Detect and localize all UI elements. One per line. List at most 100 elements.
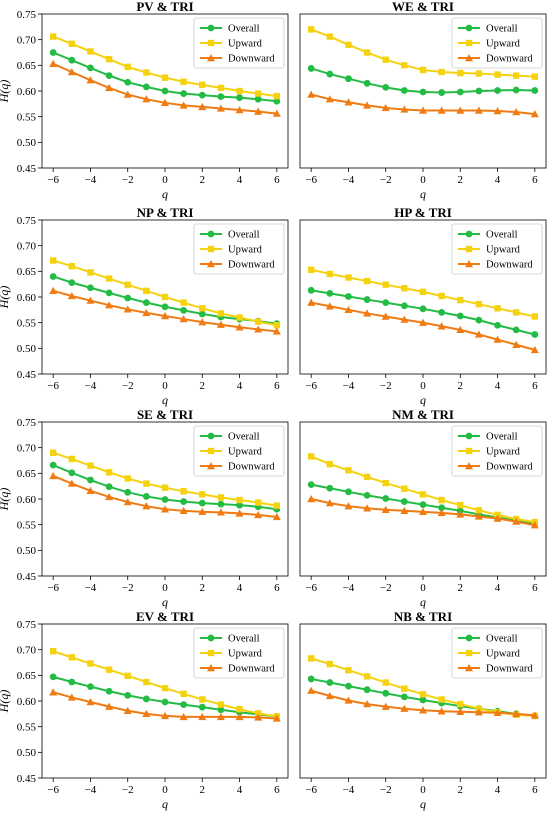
data-point-downward [381, 505, 390, 513]
data-point-upward [382, 281, 389, 288]
x-tick-label: 6 [532, 784, 538, 796]
x-tick-label: 6 [274, 174, 280, 186]
legend-marker-overall [207, 432, 215, 440]
data-point-overall [105, 483, 113, 491]
data-point-downward [49, 59, 58, 67]
panel-title: PV & TRI [136, 0, 193, 14]
data-point-downward [419, 318, 427, 326]
data-point-downward [254, 510, 263, 519]
data-point-upward [199, 305, 206, 312]
panel-title: WE & TRI [392, 0, 454, 14]
data-point-upward [199, 81, 206, 89]
data-point-downward [235, 712, 244, 721]
legend-label-overall: Overall [228, 634, 260, 645]
data-point-upward [180, 690, 187, 698]
data-point-upward [143, 69, 150, 76]
x-tick-label: 4 [495, 582, 501, 594]
data-point-upward [363, 473, 371, 481]
x-tick-label: −6 [305, 582, 317, 594]
data-point-upward [49, 648, 57, 655]
data-point-overall [400, 498, 408, 505]
x-tick-label: −6 [305, 174, 317, 186]
legend: Overall Upward Downward [451, 17, 543, 69]
data-point-upward [105, 275, 113, 282]
data-point-upward [68, 654, 76, 661]
data-point-upward [419, 491, 427, 498]
panel-2: WE & TRI −6 −4 −2 0 2 4 6 q Overall Upward Downward [299, 0, 547, 201]
x-tick-label: 0 [162, 784, 168, 796]
x-tick-label: 6 [274, 380, 280, 392]
data-point-downward [530, 110, 539, 118]
data-point-overall [68, 469, 76, 477]
data-point-downward [216, 712, 225, 721]
data-point-overall [68, 279, 76, 287]
x-axis-title: q [420, 595, 426, 609]
data-point-overall [531, 87, 539, 94]
data-point-overall [419, 305, 427, 313]
data-point-upward [531, 73, 539, 80]
data-point-downward [419, 706, 427, 714]
data-point-downward [67, 479, 76, 487]
data-point-downward [86, 486, 95, 494]
data-point-downward [400, 704, 409, 712]
x-tick-label: 6 [274, 582, 280, 594]
data-point-upward [217, 84, 225, 92]
x-tick-label: −4 [343, 784, 355, 796]
data-point-overall [345, 293, 352, 300]
y-tick-label: 0.60 [17, 494, 37, 506]
data-point-upward [273, 322, 281, 329]
legend-marker-upward [465, 39, 473, 47]
legend: Overall Upward Downward [193, 425, 285, 477]
data-point-downward [198, 712, 207, 721]
data-point-overall [307, 481, 315, 489]
data-point-upward [345, 41, 352, 48]
data-point-overall [105, 289, 113, 297]
data-point-overall [438, 309, 446, 316]
y-tick-label: 0.45 [17, 369, 37, 381]
data-point-upward [143, 287, 150, 295]
x-tick-label: −4 [343, 380, 355, 392]
data-point-upward [68, 455, 76, 463]
data-point-overall [180, 90, 188, 97]
data-point-upward [419, 691, 427, 698]
legend-box [193, 425, 285, 477]
data-point-upward [512, 72, 520, 79]
data-point-overall [345, 75, 352, 83]
data-point-downward [123, 90, 132, 98]
data-point-downward [325, 691, 334, 700]
legend-label-downward: Downward [486, 54, 533, 65]
data-point-upward [401, 685, 408, 692]
y-tick-label: 0.70 [17, 34, 37, 46]
data-point-overall [142, 299, 150, 307]
data-point-downward [344, 696, 353, 704]
data-point-downward [344, 305, 353, 314]
x-tick-label: −4 [343, 582, 355, 594]
data-point-downward [381, 103, 390, 112]
data-point-upward [124, 475, 131, 482]
data-point-overall [456, 312, 464, 320]
data-point-downward [456, 106, 465, 114]
data-point-upward [307, 655, 315, 662]
x-tick-label: 6 [532, 174, 538, 186]
data-point-overall [49, 461, 57, 469]
data-point-downward [363, 700, 372, 708]
data-point-upward [49, 257, 57, 264]
data-point-upward [475, 70, 483, 77]
legend-label-overall: Overall [486, 634, 518, 645]
legend-label-overall: Overall [228, 432, 260, 443]
legend-label-upward: Upward [486, 649, 521, 660]
data-point-upward [49, 449, 57, 456]
data-point-upward [161, 74, 169, 81]
x-tick-label: 0 [420, 582, 426, 594]
data-point-upward [457, 296, 464, 304]
x-tick-label: −4 [85, 582, 97, 594]
data-point-upward [419, 66, 427, 74]
data-point-overall [142, 695, 150, 703]
x-tick-label: −6 [47, 380, 59, 392]
data-point-overall [142, 493, 150, 500]
data-point-downward [400, 105, 409, 113]
data-point-downward [49, 471, 58, 480]
data-point-upward [217, 701, 225, 708]
data-point-overall [180, 701, 188, 708]
